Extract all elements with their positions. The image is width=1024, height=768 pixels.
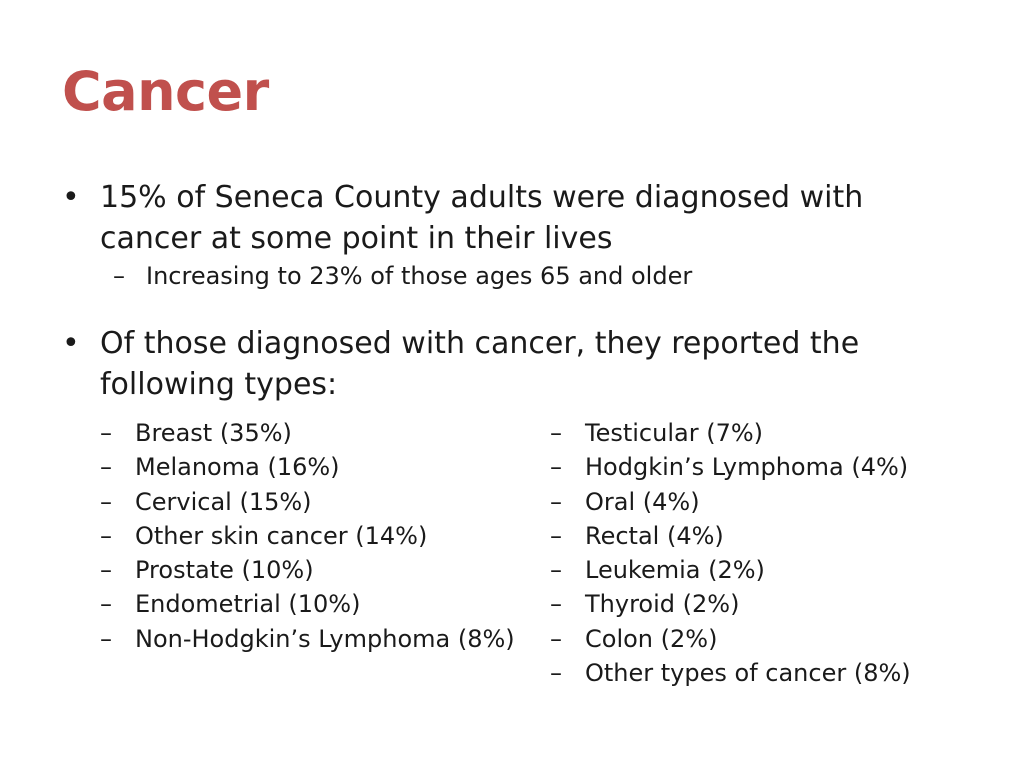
list-item: – Oral (4%) (550, 485, 911, 519)
list-item-text: Melanoma (16%) (135, 453, 340, 482)
bullet-text: 15% of Seneca County adults were diagnos… (100, 180, 864, 256)
list-item-text: Oral (4%) (585, 487, 700, 516)
list-item: – Breast (35%) (100, 416, 515, 450)
list-item-text: Leukemia (2%) (585, 556, 765, 585)
list-item: – Prostate (10%) (100, 553, 515, 587)
list-item: – Thyroid (2%) (550, 587, 911, 621)
bullet-text: Of those diagnosed with cancer, they rep… (100, 326, 860, 402)
slide-title: Cancer (62, 60, 269, 123)
list-item-marker: – (550, 419, 562, 447)
list-item-text: Prostate (10%) (135, 556, 314, 585)
list-item: – Colon (2%) (550, 622, 911, 656)
list-item: – Melanoma (16%) (100, 450, 515, 484)
list-item: – Testicular (7%) (550, 416, 911, 450)
list-item: – Rectal (4%) (550, 519, 911, 553)
list-item-text: Other types of cancer (8%) (585, 659, 911, 688)
list-item: – Cervical (15%) (100, 485, 515, 519)
list-item-marker: – (100, 419, 112, 447)
list-item-marker: – (100, 453, 112, 482)
sub-bullet-marker: – (113, 262, 125, 290)
list-item: – Other types of cancer (8%) (550, 656, 911, 690)
list-item-marker: – (100, 590, 112, 619)
bullet-diagnosed-rate: • 15% of Seneca County adults were diagn… (62, 177, 922, 259)
list-item-marker: – (550, 590, 562, 619)
list-item-text: Breast (35%) (135, 419, 292, 447)
list-item-text: Thyroid (2%) (585, 590, 740, 619)
list-item-text: Testicular (7%) (585, 419, 764, 447)
list-item-marker: – (100, 521, 112, 550)
list-item-text: Endometrial (10%) (135, 590, 361, 619)
bullet-marker: • (62, 326, 80, 361)
list-item-marker: – (100, 556, 112, 585)
list-item: – Leukemia (2%) (550, 553, 911, 587)
list-item-marker: – (550, 624, 562, 653)
list-item-marker: – (550, 556, 562, 585)
list-item-marker: – (550, 487, 562, 516)
list-item-marker: – (550, 453, 562, 482)
list-item-text: Rectal (4%) (585, 521, 724, 550)
bullet-marker: • (62, 180, 80, 215)
list-item: – Non-Hodgkin’s Lymphoma (8%) (100, 622, 515, 656)
list-item-marker: – (100, 624, 112, 653)
list-item-marker: – (100, 487, 112, 516)
list-item-text: Other skin cancer (14%) (135, 521, 428, 550)
list-item-text: Cervical (15%) (135, 487, 312, 516)
list-item: – Other skin cancer (14%) (100, 519, 515, 553)
list-item-text: Non-Hodgkin’s Lymphoma (8%) (135, 624, 515, 653)
bullet-reported-types: • Of those diagnosed with cancer, they r… (62, 323, 922, 405)
list-item: – Hodgkin’s Lymphoma (4%) (550, 450, 911, 484)
cancer-types-right-column: – Testicular (7%) – Hodgkin’s Lymphoma (4%)… (550, 416, 911, 690)
list-item-text: Colon (2%) (585, 624, 718, 653)
list-item-text: Hodgkin’s Lymphoma (4%) (585, 453, 909, 482)
list-item-marker: – (550, 659, 562, 688)
list-item-marker: – (550, 521, 562, 550)
cancer-types-left-column: – Breast (35%) – Melanoma (16%) – Cervical (1… (100, 416, 515, 656)
list-item: – Endometrial (10%) (100, 587, 515, 621)
sub-bullet-text: Increasing to 23% of those ages 65 and o… (146, 262, 693, 290)
sub-bullet-age-65: – Increasing to 23% of those ages 65 and… (113, 259, 692, 293)
